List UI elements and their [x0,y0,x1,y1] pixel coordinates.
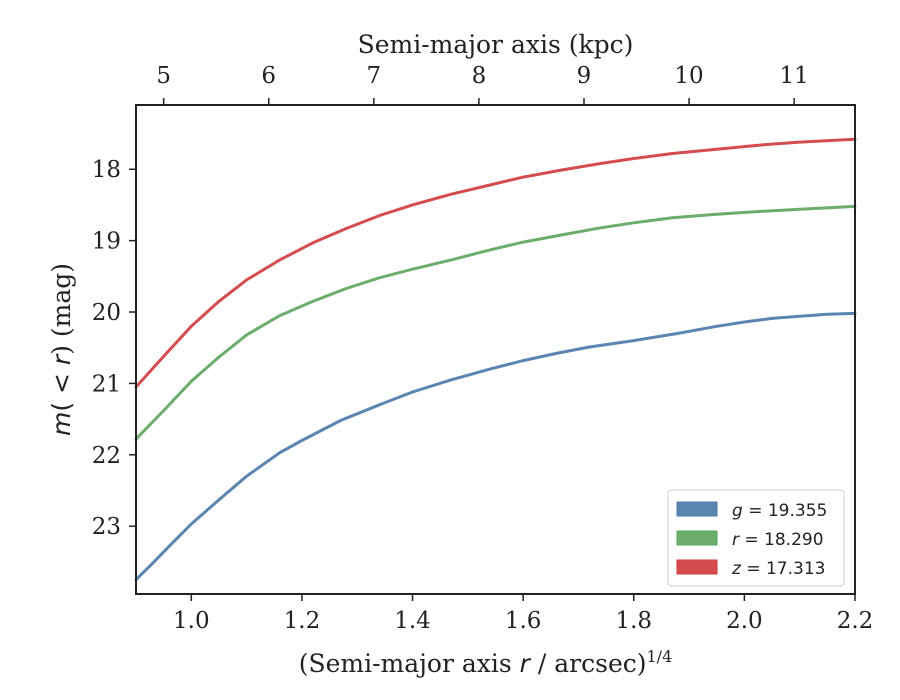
x-tick-label: 2.0 [726,608,763,634]
top-tick-label: 11 [780,63,809,89]
y-tick-label: 19 [92,229,121,255]
x-axis-title-exponent: 1/4 [647,647,673,666]
legend-label-r: r = 18.290 [732,530,824,550]
x-tick-label: 1.6 [505,608,542,634]
x-tick-label: 1.4 [394,608,431,634]
x-axis-title-part-2: / arcsec) [530,649,647,678]
series-layer [134,137,857,582]
y-tick-label: 22 [92,443,121,469]
top-tick-label: 9 [577,63,592,89]
x-tick-label: 1.0 [173,608,210,634]
x-axis-title-var: r [520,649,532,678]
top-tick-label: 8 [472,63,487,89]
legend-swatch-z [676,559,718,575]
y-tick-label: 21 [92,371,121,397]
y-axis-title-r: r [47,353,76,365]
legend-label-g: g = 19.355 [732,501,827,521]
x-tick-label: 1.2 [284,608,321,634]
series-line-g [134,311,857,582]
y-axis-title: m( < r) (mag) [47,263,76,436]
legend-var: r [732,530,740,550]
y-tick-label: 18 [92,157,121,183]
x-tick-label: 1.8 [615,608,652,634]
top-tick-label: 7 [367,63,382,89]
legend-var: g [732,501,743,521]
top-tick-label: 10 [674,63,703,89]
legend-value: = 18.290 [739,530,824,550]
y-tick-label: 20 [92,300,121,326]
y-axis-title-m: m [47,412,76,436]
top-tick-label: 6 [261,63,276,89]
legend-value: = 19.355 [743,501,828,521]
y-tick-label: 23 [92,514,121,540]
top-tick-label: 5 [156,63,171,89]
ticks-layer: 1.0 1.2 1.4 1.6 1.8 2.0 2.2 18 19 20 21 22 23 5 6 7 8 9 10… [92,63,874,634]
y-axis-title-lt: ( < [47,365,76,412]
x-tick-label: 2.2 [837,608,874,634]
legend-swatch-r [676,530,718,546]
y-axis-title-unit: ) (mag) [47,263,76,355]
top-axis-title: Semi-major axis (kpc) [358,30,634,59]
x-axis-title-part-1: (Semi-major axis [299,649,520,678]
legend-swatch-g [676,501,718,517]
plot-frame [135,104,856,595]
legend-label-z: z = 17.313 [731,559,825,579]
legend-var: z [731,559,742,579]
x-axis-title: (Semi-major axis r / arcsec)1/4 [299,647,673,678]
series-line-r [134,204,857,441]
series-line-z [134,137,857,389]
legend-value: = 17.313 [741,559,826,579]
